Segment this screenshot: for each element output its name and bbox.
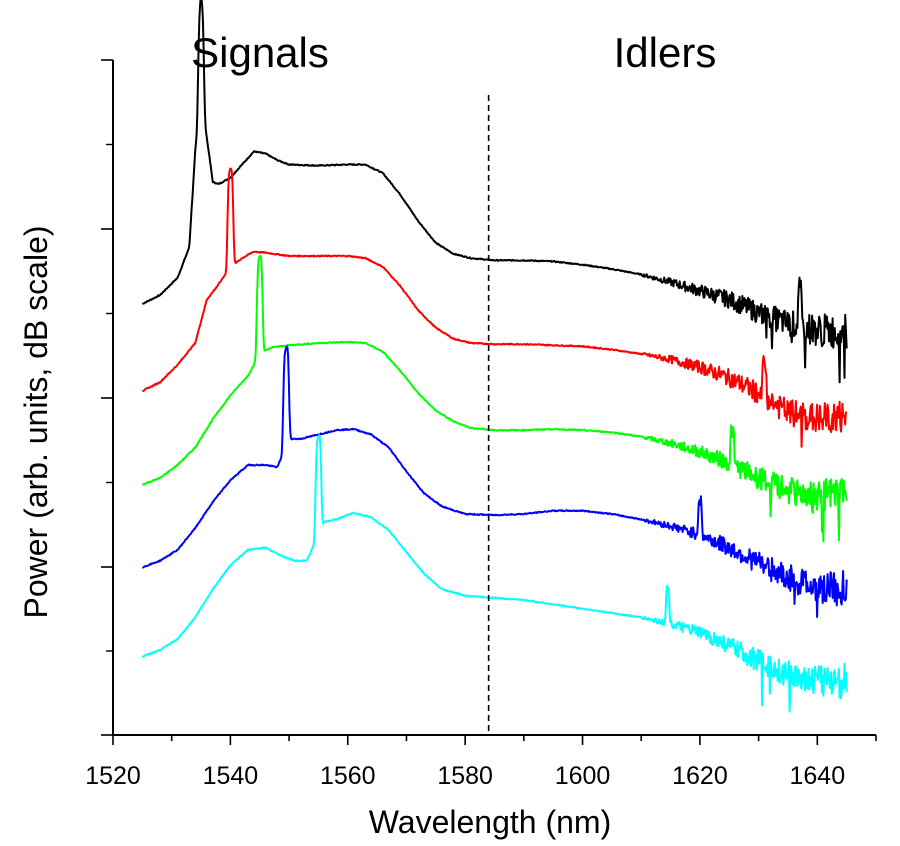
axes-layer: 1520 1540 1560 1580 1600 1620 1640 (85, 59, 877, 790)
x-tick-label: 1520 (85, 762, 141, 790)
x-tick-label: 1560 (320, 762, 376, 790)
series-line-4 (142, 345, 848, 618)
signals-region-label: Signals (191, 29, 329, 76)
x-tick-label: 1600 (555, 762, 611, 790)
idlers-region-label: Idlers (614, 29, 717, 76)
series-line-2 (141, 167, 848, 448)
x-tick-label: 1540 (203, 762, 259, 790)
series-line-5 (141, 434, 848, 713)
x-axis-title: Wavelength (nm) (369, 804, 611, 840)
series-line-1 (141, 0, 848, 384)
series-line-3 (141, 255, 848, 543)
series-layer (141, 0, 848, 713)
x-tick-label: 1620 (672, 762, 728, 790)
y-axis-title: Power (arb. units, dB scale) (18, 225, 54, 618)
x-tick-label: 1640 (789, 762, 845, 790)
x-tick-label: 1580 (437, 762, 493, 790)
